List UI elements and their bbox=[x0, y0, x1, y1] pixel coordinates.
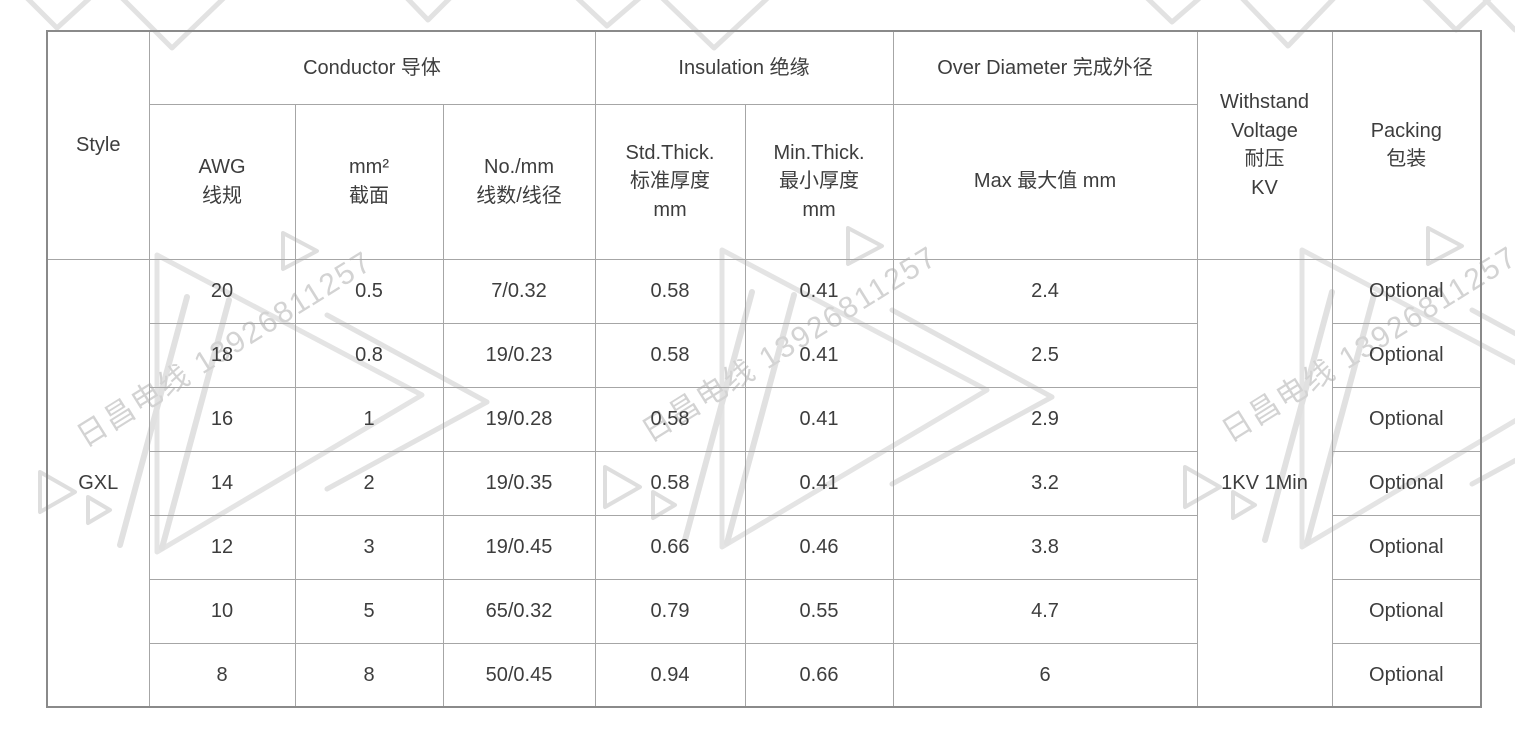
spec-table: Style Conductor 导体 Insulation 绝缘 Over Di… bbox=[46, 30, 1483, 708]
mm2-cell: 5 bbox=[294, 578, 444, 644]
awg-cell: 12 bbox=[148, 514, 296, 580]
no-mm-cell: 7/0.32 bbox=[442, 258, 596, 324]
no-mm-cell: 50/0.45 bbox=[442, 642, 596, 708]
header-group-row: Style Conductor 导体 Insulation 绝缘 Over Di… bbox=[46, 30, 1482, 260]
awg-cell: 18 bbox=[148, 322, 296, 388]
no-mm-cell: 19/0.35 bbox=[442, 450, 596, 516]
max-cell: 4.7 bbox=[892, 578, 1198, 644]
mm2-cell: 3 bbox=[294, 514, 444, 580]
header-awg: AWG 线规 bbox=[148, 103, 296, 260]
mm2-cell: 2 bbox=[294, 450, 444, 516]
max-cell: 3.2 bbox=[892, 450, 1198, 516]
header-group-conductor: Conductor 导体 bbox=[148, 30, 596, 105]
std-thick-cell: 0.94 bbox=[594, 642, 746, 708]
min-thick-cell: 0.41 bbox=[744, 322, 894, 388]
awg-cell: 8 bbox=[148, 642, 296, 708]
max-cell: 2.4 bbox=[892, 258, 1198, 324]
std-thick-cell: 0.58 bbox=[594, 322, 746, 388]
mm2-cell: 8 bbox=[294, 642, 444, 708]
no-mm-cell: 19/0.45 bbox=[442, 514, 596, 580]
header-min-thick: Min.Thick. 最小厚度 mm bbox=[744, 103, 894, 260]
min-thick-cell: 0.41 bbox=[744, 450, 894, 516]
awg-cell: 20 bbox=[148, 258, 296, 324]
header-withstand-voltage: Withstand Voltage 耐压 KV bbox=[1196, 30, 1333, 260]
packing-cell: Optional bbox=[1331, 322, 1482, 388]
min-thick-cell: 0.41 bbox=[744, 258, 894, 324]
mm2-cell: 0.8 bbox=[294, 322, 444, 388]
header-max: Max 最大值 mm bbox=[892, 103, 1198, 260]
packing-cell: Optional bbox=[1331, 386, 1482, 452]
packing-cell: Optional bbox=[1331, 642, 1482, 708]
packing-cell: Optional bbox=[1331, 514, 1482, 580]
max-cell: 3.8 bbox=[892, 514, 1198, 580]
header-group-over-diameter: Over Diameter 完成外径 bbox=[892, 30, 1198, 105]
no-mm-cell: 65/0.32 bbox=[442, 578, 596, 644]
min-thick-cell: 0.41 bbox=[744, 386, 894, 452]
max-cell: 2.9 bbox=[892, 386, 1198, 452]
max-cell: 2.5 bbox=[892, 322, 1198, 388]
min-thick-cell: 0.66 bbox=[744, 642, 894, 708]
table-row: 10 5 65/0.32 0.79 0.55 4.7 Optional bbox=[47, 578, 1482, 644]
std-thick-cell: 0.66 bbox=[594, 514, 746, 580]
max-cell: 6 bbox=[892, 642, 1198, 708]
style-value-cell: GXL bbox=[46, 258, 150, 708]
mm2-cell: 0.5 bbox=[294, 258, 444, 324]
packing-cell: Optional bbox=[1331, 258, 1482, 324]
std-thick-cell: 0.58 bbox=[594, 258, 746, 324]
header-style: Style bbox=[46, 30, 150, 260]
header-no-mm: No./mm 线数/线径 bbox=[442, 103, 596, 260]
packing-cell: Optional bbox=[1331, 578, 1482, 644]
std-thick-cell: 0.79 bbox=[594, 578, 746, 644]
withstand-value-cell: 1KV 1Min bbox=[1196, 258, 1333, 708]
mm2-cell: 1 bbox=[294, 386, 444, 452]
awg-cell: 14 bbox=[148, 450, 296, 516]
header-mm2: mm² 截面 bbox=[294, 103, 444, 260]
header-group-insulation: Insulation 绝缘 bbox=[594, 30, 894, 105]
min-thick-cell: 0.46 bbox=[744, 514, 894, 580]
table-row: GXL 20 0.5 7/0.32 0.58 0.41 2.4 1KV 1Min… bbox=[46, 258, 1482, 708]
packing-cell: Optional bbox=[1331, 450, 1482, 516]
no-mm-cell: 19/0.28 bbox=[442, 386, 596, 452]
no-mm-cell: 19/0.23 bbox=[442, 322, 596, 388]
header-packing: Packing 包装 bbox=[1331, 30, 1482, 260]
header-std-thick: Std.Thick. 标准厚度 mm bbox=[594, 103, 746, 260]
awg-cell: 10 bbox=[148, 578, 296, 644]
min-thick-cell: 0.55 bbox=[744, 578, 894, 644]
table-row: 8 8 50/0.45 0.94 0.66 6 Optional bbox=[47, 642, 1482, 708]
std-thick-cell: 0.58 bbox=[594, 450, 746, 516]
awg-cell: 16 bbox=[148, 386, 296, 452]
std-thick-cell: 0.58 bbox=[594, 386, 746, 452]
